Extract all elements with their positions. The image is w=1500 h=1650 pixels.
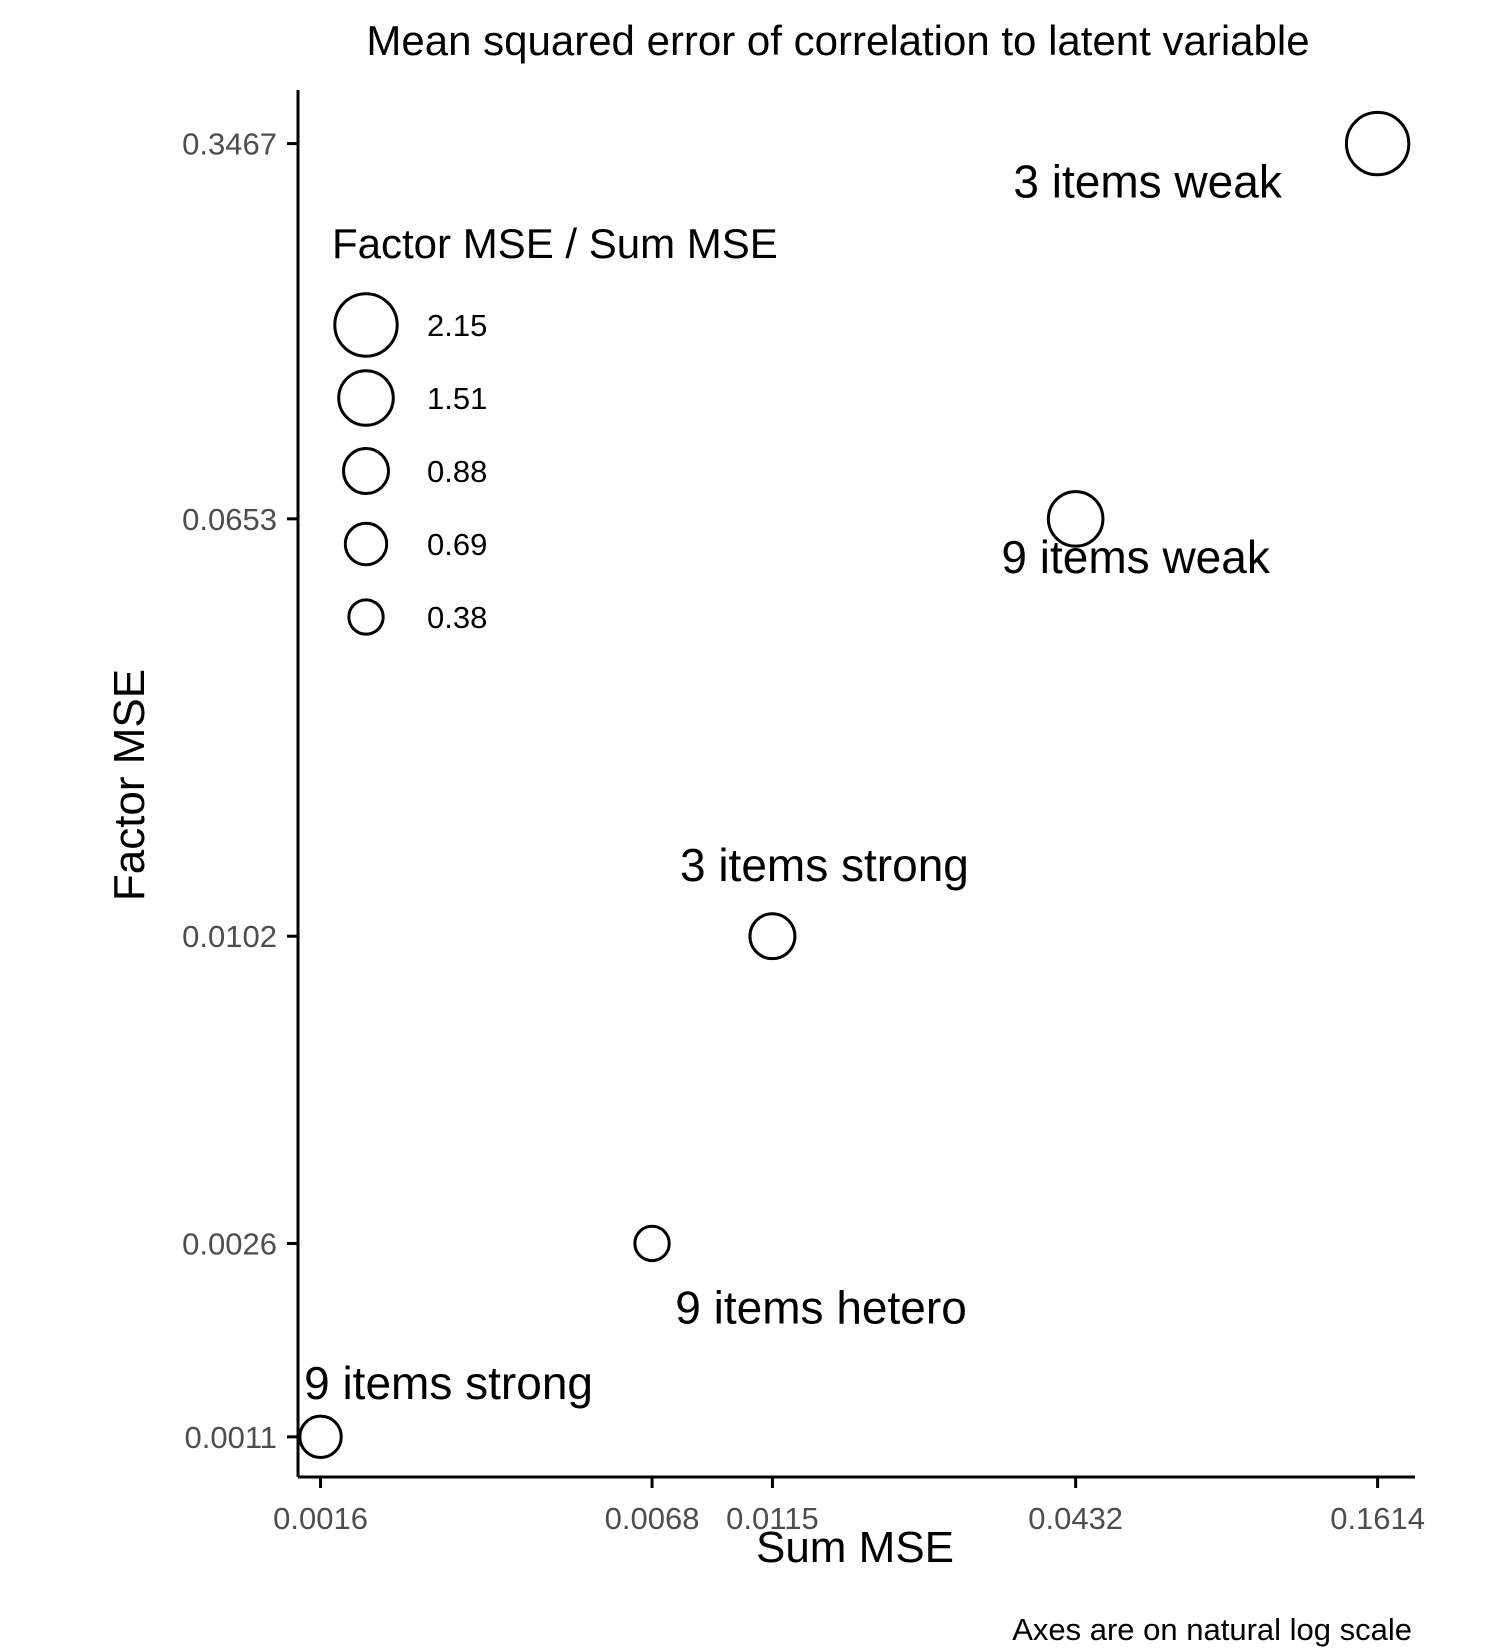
x-tick-label: 0.0068 [605, 1501, 700, 1536]
x-axis-title: Sum MSE [756, 1523, 954, 1572]
y-tick-label: 0.0026 [182, 1226, 277, 1261]
y-axis-title: Factor MSE [105, 669, 154, 901]
data-point-label: 9 items weak [1001, 531, 1270, 583]
plot-area [296, 90, 1415, 1479]
legend-key-label: 0.38 [427, 600, 487, 635]
data-point-label: 9 items strong [304, 1357, 593, 1409]
x-tick-label: 0.0115 [726, 1501, 819, 1536]
legend-key-label: 0.88 [427, 454, 487, 489]
data-point [298, 1414, 343, 1460]
legend-key-label: 2.15 [427, 308, 487, 343]
x-tick-label: 0.0016 [273, 1501, 368, 1536]
x-axis-ticks: 0.0016 0.0068 0.0115 0.0432 0.1614 [273, 1477, 1425, 1536]
x-tick-label: 0.0432 [1028, 1501, 1123, 1536]
y-tick-label: 0.0653 [182, 502, 277, 537]
data-point-label: 3 items strong [680, 839, 969, 891]
y-tick-label: 0.0011 [184, 1420, 277, 1455]
data-point [1344, 110, 1411, 177]
legend-key-circle [342, 447, 390, 495]
x-tick-label: 0.1614 [1330, 1501, 1425, 1536]
legend-key-circle [333, 292, 399, 358]
data-point [1046, 490, 1105, 548]
y-tick-label: 0.3467 [182, 127, 277, 162]
legend-key-label: 0.69 [427, 527, 487, 562]
legend-key-circle [347, 598, 385, 636]
legend-key-circle [343, 521, 389, 567]
data-point [633, 1224, 671, 1263]
data-point-labels: 3 items weak 9 items weak 3 items strong 9 … [304, 156, 1283, 1409]
data-point-label: 3 items weak [1013, 156, 1282, 208]
legend-key-label: 1.51 [427, 381, 487, 416]
data-point [748, 912, 797, 961]
y-tick-label: 0.0102 [182, 919, 277, 954]
chart-title: Mean squared error of correlation to lat… [366, 17, 1309, 64]
chart-caption: Axes are on natural log scale [1012, 1612, 1412, 1647]
y-axis-ticks: 0.0011 0.0026 0.0102 0.0653 0.3467 [182, 127, 298, 1455]
data-point-label: 9 items hetero [675, 1281, 966, 1333]
legend-title: Factor MSE / Sum MSE [332, 220, 778, 267]
legend-key-circle [337, 369, 395, 427]
size-legend: Factor MSE / Sum MSE 2.15 1.51 0.88 0.69 0.3… [332, 220, 778, 636]
data-points [298, 110, 1411, 1460]
